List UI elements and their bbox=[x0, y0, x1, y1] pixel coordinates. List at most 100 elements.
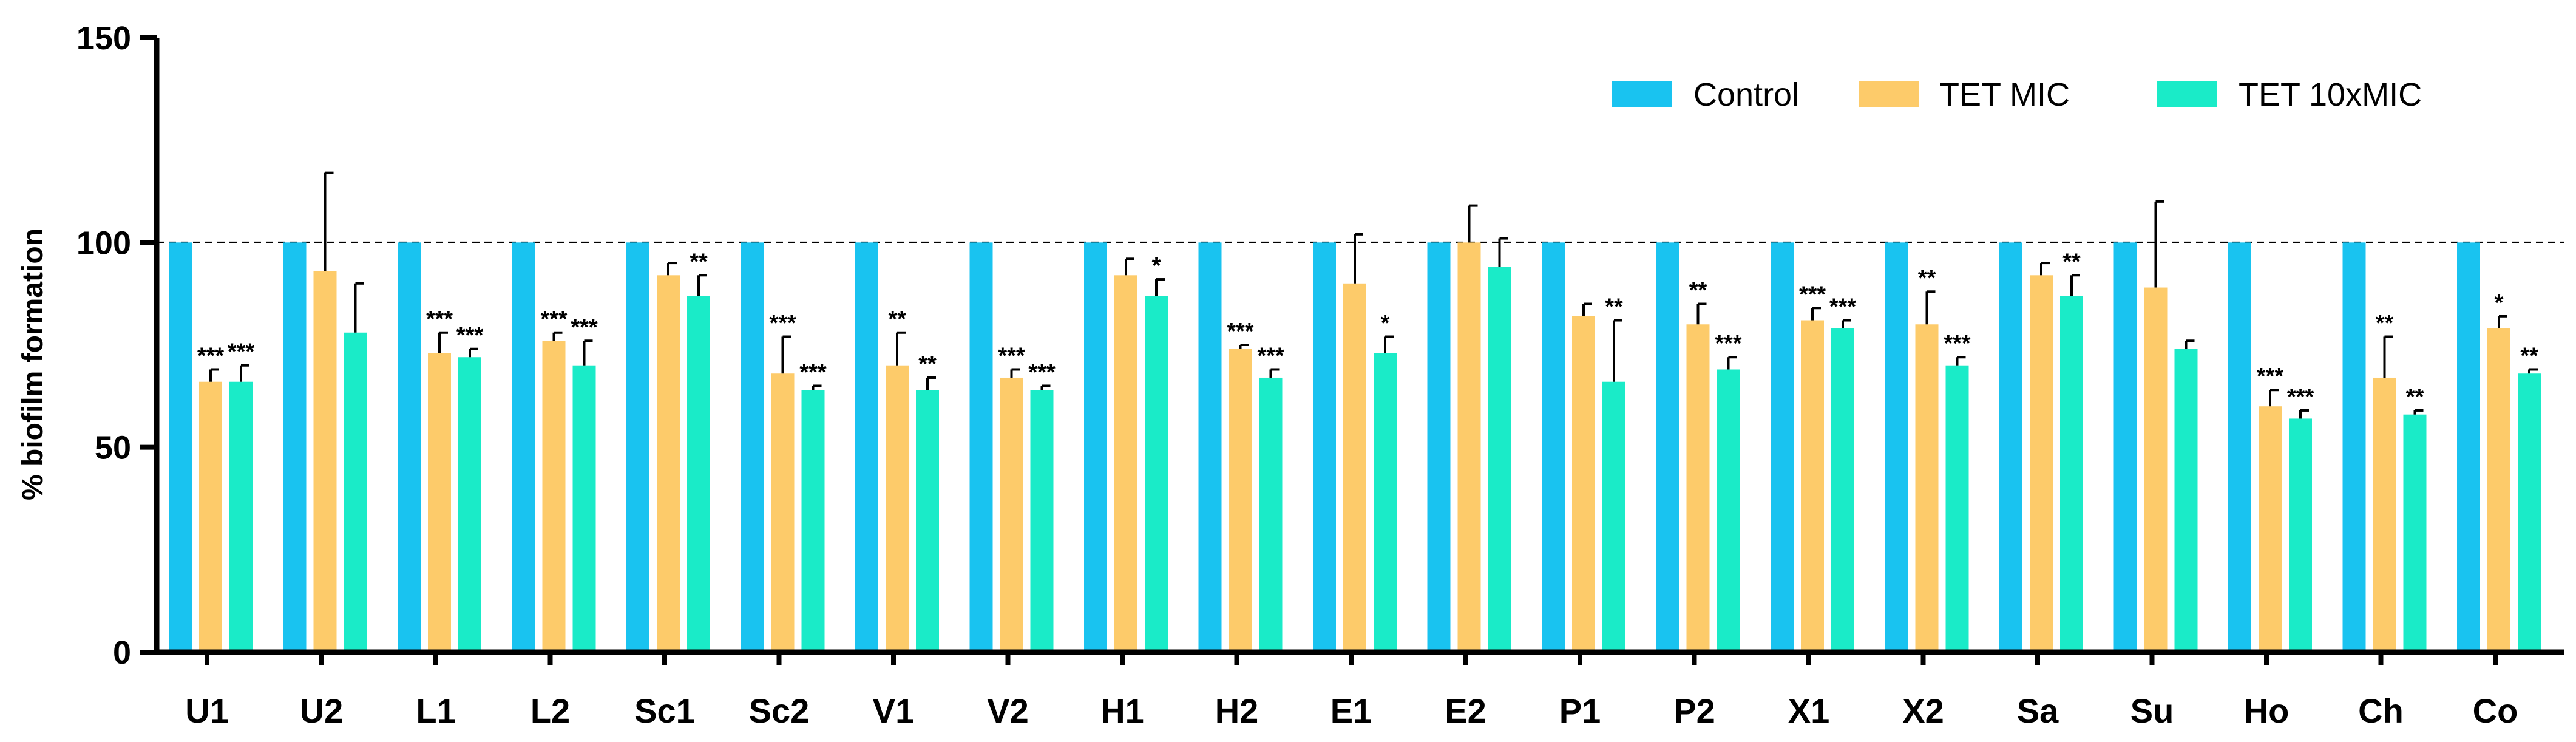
significance-X1-2: *** bbox=[1829, 294, 1857, 320]
bar-Sc2-control bbox=[741, 242, 764, 652]
bar-L2-tet-mic bbox=[542, 341, 566, 652]
bar-X2-tet-10xmic bbox=[1945, 365, 1969, 652]
bar-H1-tet-10xmic bbox=[1145, 296, 1168, 652]
bar-U2-control bbox=[283, 242, 307, 652]
bar-X1-control bbox=[1771, 242, 1794, 652]
significance-H1-2: * bbox=[1152, 253, 1161, 279]
bar-L1-tet-10xmic bbox=[458, 357, 481, 652]
x-tick-label-Sc2: Sc2 bbox=[749, 692, 810, 730]
bar-E2-tet-mic bbox=[1457, 242, 1481, 652]
bar-Sa-tet-mic bbox=[2030, 275, 2053, 653]
x-tick-label-P2: P2 bbox=[1673, 692, 1715, 730]
bar-Ch-tet-10xmic bbox=[2403, 414, 2427, 652]
significance-V2-1: *** bbox=[998, 343, 1025, 369]
bar-Sa-tet-10xmic bbox=[2060, 296, 2083, 652]
significance-Co-1: * bbox=[2495, 290, 2504, 316]
bar-P1-tet-10xmic bbox=[1602, 381, 1625, 652]
bar-V1-tet-mic bbox=[886, 365, 909, 652]
bar-L2-control bbox=[512, 242, 535, 652]
bar-E1-tet-mic bbox=[1343, 283, 1366, 652]
bar-Sc1-control bbox=[626, 242, 649, 652]
legend-label-1: TET MIC bbox=[1939, 77, 2070, 113]
significance-layer: *** ************ *************** **********… bbox=[197, 249, 2538, 410]
significance-L2-1: *** bbox=[540, 307, 568, 332]
bar-E1-tet-10xmic bbox=[1374, 353, 1397, 652]
significance-Sa-2: ** bbox=[2062, 249, 2081, 274]
significance-Ch-1: ** bbox=[2376, 311, 2394, 336]
bar-U2-tet-10xmic bbox=[344, 332, 367, 652]
bar-Co-tet-10xmic bbox=[2518, 373, 2541, 652]
significance-H2-1: *** bbox=[1227, 319, 1254, 344]
significance-Sc2-1: *** bbox=[769, 311, 796, 336]
significance-Ho-1: *** bbox=[2257, 364, 2284, 389]
significance-X2-2: *** bbox=[1944, 331, 1971, 356]
bar-H2-tet-mic bbox=[1229, 349, 1252, 652]
bar-H1-control bbox=[1084, 242, 1107, 652]
bar-U1-control bbox=[169, 242, 192, 652]
bar-X2-tet-mic bbox=[1915, 324, 1939, 652]
bar-L1-tet-mic bbox=[428, 353, 451, 652]
bar-Ch-tet-mic bbox=[2373, 377, 2396, 652]
bar-Ho-tet-mic bbox=[2259, 406, 2282, 652]
x-tick-label-Sa: Sa bbox=[2017, 692, 2059, 730]
bar-Sa-control bbox=[1999, 242, 2022, 652]
significance-P2-1: ** bbox=[1689, 278, 1707, 304]
bar-Su-tet-10xmic bbox=[2174, 349, 2198, 652]
bar-P2-control bbox=[1656, 242, 1679, 652]
x-tick-label-Ho: Ho bbox=[2244, 692, 2290, 730]
bar-E1-control bbox=[1313, 242, 1336, 652]
y-axis-title: % biofilm formation bbox=[17, 228, 49, 500]
legend-swatch-2 bbox=[2157, 81, 2217, 107]
significance-H2-2: *** bbox=[1257, 343, 1284, 369]
significance-V1-2: ** bbox=[918, 352, 937, 377]
significance-L1-1: *** bbox=[426, 307, 453, 332]
bar-E2-tet-10xmic bbox=[1488, 267, 1511, 652]
bar-Sc2-tet-10xmic bbox=[801, 390, 825, 652]
bar-Sc1-tet-10xmic bbox=[687, 296, 710, 652]
bar-X2-control bbox=[1885, 242, 1908, 652]
bar-Su-control bbox=[2113, 242, 2137, 652]
bar-X1-tet-10xmic bbox=[1831, 328, 1854, 652]
legend-swatch-1 bbox=[1859, 81, 1919, 107]
x-tick-label-H1: H1 bbox=[1100, 692, 1144, 730]
axes-layer: U1 U2 L1 L2 Sc1 Sc2 V1 V2 H1 H2 E1 E2 P1 P2 X1 X2 Sa Su Ho… bbox=[76, 20, 2564, 730]
significance-P2-2: *** bbox=[1715, 331, 1742, 356]
legend-label-2: TET 10xMIC bbox=[2239, 77, 2422, 113]
bar-U1-tet-10xmic bbox=[229, 381, 253, 652]
bar-V2-control bbox=[969, 242, 993, 652]
bar-Ho-control bbox=[2228, 242, 2251, 652]
bar-P2-tet-mic bbox=[1686, 324, 1710, 652]
significance-V1-1: ** bbox=[888, 307, 906, 332]
bar-L2-tet-10xmic bbox=[572, 365, 596, 652]
significance-Ch-2: ** bbox=[2406, 384, 2424, 410]
significance-X2-1: ** bbox=[1918, 265, 1936, 291]
significance-V2-2: *** bbox=[1028, 359, 1056, 385]
significance-Sc2-2: *** bbox=[799, 359, 827, 385]
significance-E1-2: * bbox=[1381, 311, 1390, 336]
significance-X1-1: *** bbox=[1799, 282, 1826, 307]
x-tick-label-U1: U1 bbox=[185, 692, 229, 730]
x-tick-label-E2: E2 bbox=[1445, 692, 1486, 730]
bar-X1-tet-mic bbox=[1801, 320, 1824, 652]
bar-Sc2-tet-mic bbox=[771, 373, 795, 652]
x-tick-label-Ch: Ch bbox=[2358, 692, 2404, 730]
significance-L2-2: *** bbox=[571, 315, 598, 340]
bar-E2-control bbox=[1427, 242, 1451, 652]
x-tick-label-V1: V1 bbox=[873, 692, 915, 730]
y-tick-label-100: 100 bbox=[76, 225, 131, 261]
significance-Sc1-2: ** bbox=[690, 249, 708, 274]
y-tick-label-0: 0 bbox=[113, 635, 131, 671]
x-tick-label-Sc1: Sc1 bbox=[634, 692, 695, 730]
bar-Co-tet-mic bbox=[2487, 328, 2510, 652]
legend-swatch-0 bbox=[1612, 81, 1672, 107]
x-tick-label-L2: L2 bbox=[530, 692, 570, 730]
bar-Su-tet-mic bbox=[2144, 287, 2168, 653]
significance-U1-2: *** bbox=[228, 339, 255, 365]
x-tick-label-P1: P1 bbox=[1559, 692, 1601, 730]
bar-V1-control bbox=[855, 242, 878, 652]
error-bars-layer bbox=[209, 171, 2538, 419]
significance-U1-1: *** bbox=[197, 343, 225, 369]
bar-Sc1-tet-mic bbox=[657, 275, 680, 653]
